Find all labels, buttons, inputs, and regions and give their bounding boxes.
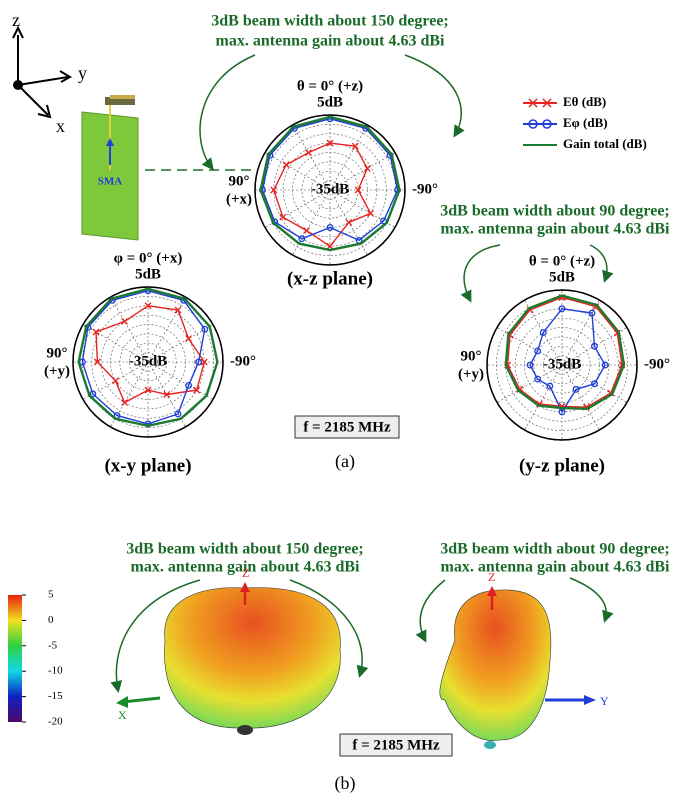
- panel-label: (b): [335, 773, 356, 794]
- r-tick-label: -35dB: [311, 181, 349, 197]
- zero-label: φ = 0° (+x): [114, 250, 183, 266]
- axis-label: y: [78, 63, 87, 83]
- annotation: 3dB beam width about 90 degree;: [440, 541, 670, 558]
- angle-label: -90°: [230, 353, 256, 369]
- colorbar: [8, 595, 22, 722]
- axis-label: x: [56, 116, 65, 136]
- annotation: max. antenna gain about 4.63 dBi: [216, 33, 445, 50]
- legend-label: Eθ (dB): [563, 94, 606, 109]
- axis-label: z: [12, 10, 20, 30]
- angle-label: -90°: [644, 356, 670, 372]
- plot-title: (x-z plane): [287, 268, 373, 289]
- angle-label: (+y): [458, 366, 484, 382]
- angle-label: 90°: [229, 173, 250, 189]
- colorbar-tick-label: 5: [48, 589, 54, 601]
- figure: z y x SMA 3dB beam width about 150 degre…: [0, 0, 689, 798]
- axis-label: X: [118, 708, 127, 722]
- colorbar-tick-label: -20: [48, 716, 63, 728]
- axis-label: Z: [488, 570, 495, 584]
- angle-label: 90°: [47, 345, 68, 361]
- legend-label: Gain total (dB): [563, 136, 647, 151]
- colorbar-tick-label: -5: [48, 639, 58, 651]
- plot-title: (x-y plane): [104, 455, 191, 476]
- r-tick-label: 5dB: [135, 266, 161, 282]
- freq-label: f = 2185 MHz: [303, 419, 391, 435]
- port-label: SMA: [98, 176, 123, 188]
- axis-label: Z: [242, 566, 249, 580]
- annotation: max. antenna gain about 4.63 dBi: [441, 559, 670, 576]
- angle-label: 90°: [461, 348, 482, 364]
- angle-label: (+x): [226, 191, 252, 207]
- freq-label: f = 2185 MHz: [352, 737, 440, 753]
- annotation: max. antenna gain about 4.63 dBi: [441, 221, 670, 238]
- annotation: 3dB beam width about 150 degree;: [211, 13, 449, 30]
- annotation: 3dB beam width about 90 degree;: [440, 203, 670, 220]
- plot-title: (y-z plane): [519, 455, 605, 476]
- r-tick-label: 5dB: [549, 269, 575, 285]
- r-tick-label: 5dB: [317, 94, 343, 110]
- angle-label: (+y): [44, 363, 70, 379]
- colorbar-tick-label: -15: [48, 690, 63, 702]
- angle-label: -90°: [412, 181, 438, 197]
- annotation: 3dB beam width about 150 degree;: [126, 541, 364, 558]
- zero-label: θ = 0° (+z): [297, 78, 363, 94]
- r-tick-label: -35dB: [543, 356, 581, 372]
- zero-label: θ = 0° (+z): [529, 253, 595, 269]
- colorbar-tick-label: -10: [48, 665, 63, 677]
- r-tick-label: -35dB: [129, 353, 167, 369]
- panel-label: (a): [335, 451, 355, 472]
- axis-label: Y: [600, 694, 609, 708]
- legend-label: Eφ (dB): [563, 115, 608, 130]
- colorbar-tick-label: 0: [48, 614, 54, 626]
